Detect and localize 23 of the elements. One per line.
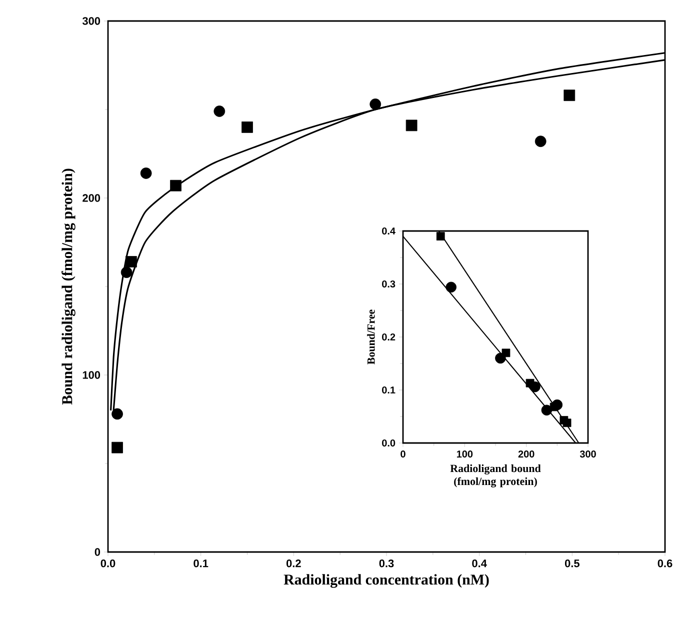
x-tick-label: 0.2 xyxy=(286,560,301,568)
x-axis-title: Radioligand bound (fmol/mg protein) xyxy=(450,464,541,488)
x-axis-title: Radioligand concentration (nM) xyxy=(284,574,489,588)
x-tick-label: 100 xyxy=(456,450,473,458)
x-tick-label: 200 xyxy=(518,450,534,458)
x-tick-label: 0.0 xyxy=(100,560,116,568)
y-tick-label: 0.0 xyxy=(382,439,396,447)
y-tick-label: 300 xyxy=(82,17,100,25)
x-tick-label: 0.5 xyxy=(564,560,580,568)
y-axis-title: Bound/Free xyxy=(367,310,375,364)
y-tick-label: 200 xyxy=(82,194,100,202)
y-axis-title: Bound radioligand (fmol/mg protein) xyxy=(62,168,76,405)
x-tick-label: 300 xyxy=(580,450,596,458)
y-tick-label: 0.2 xyxy=(382,333,396,341)
y-tick-label: 0.1 xyxy=(382,386,396,394)
x-tick-label: 0.1 xyxy=(194,560,208,568)
y-tick-label: 0 xyxy=(94,548,100,556)
y-tick-label: 100 xyxy=(82,371,100,379)
y-tick-label: 0.3 xyxy=(382,280,396,288)
x-tick-label: 0.4 xyxy=(472,560,487,568)
x-tick-label: 0.6 xyxy=(658,560,672,568)
x-tick-label: 0 xyxy=(400,450,406,458)
y-tick-label: 0.4 xyxy=(382,227,396,235)
